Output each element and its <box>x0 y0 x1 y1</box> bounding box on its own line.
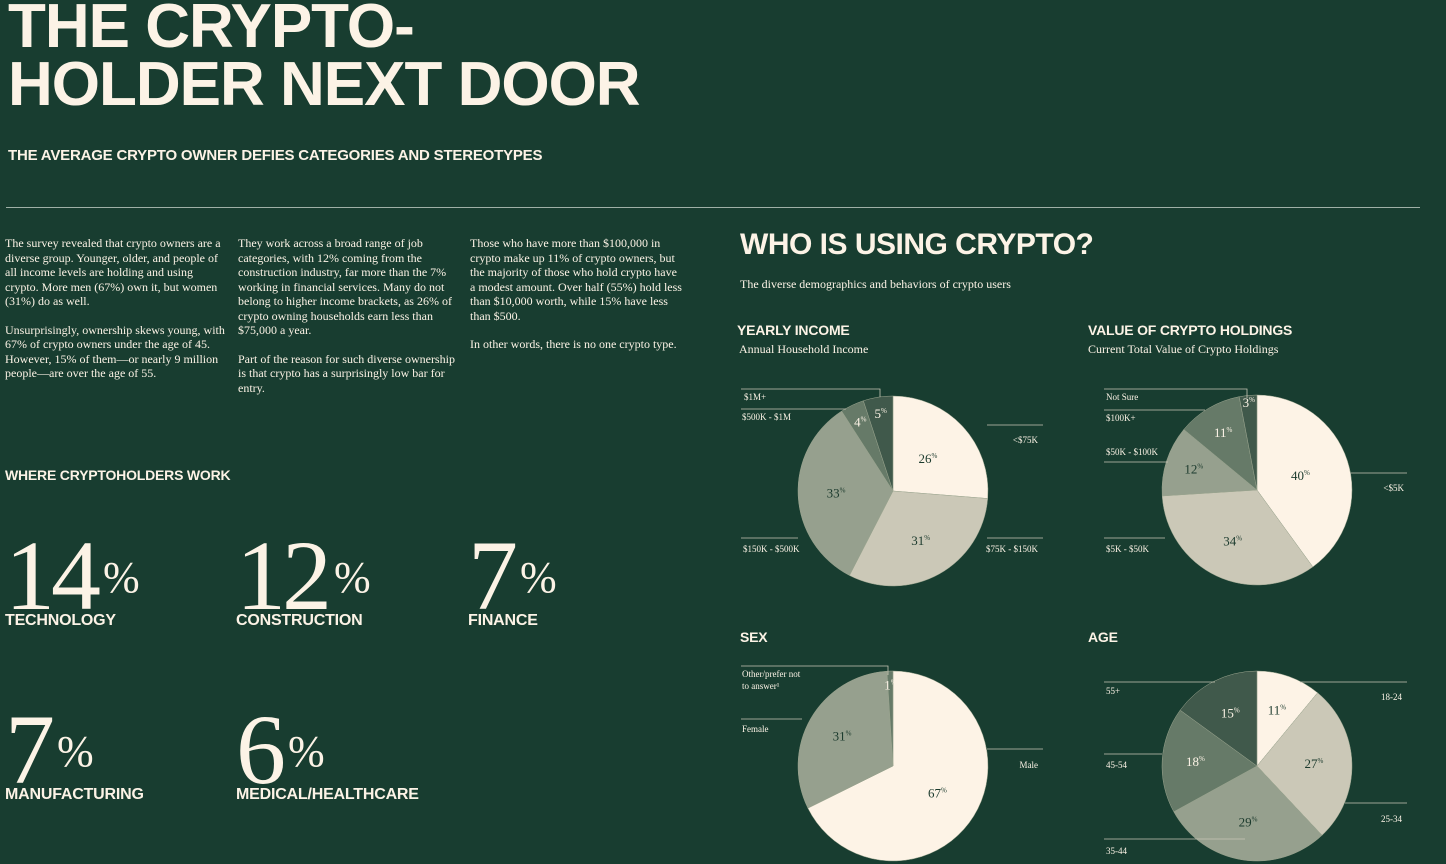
intro-column-1: The survey revealed that crypto owners a… <box>5 236 227 395</box>
category-label: $50K - $100K <box>1106 447 1158 457</box>
title-line-2: HOLDER NEXT DOOR <box>8 50 641 119</box>
leader-line <box>741 388 881 397</box>
category-label: Male <box>1020 760 1039 770</box>
intro-column-3: Those who have more than $100,000 in cry… <box>470 236 685 366</box>
stat-label: MEDICAL/HEALTHCARE <box>236 786 419 803</box>
pie-slice <box>1183 396 1258 491</box>
leader-line <box>741 665 889 675</box>
who-subtitle: The diverse demographics and behaviors o… <box>740 277 1011 291</box>
income-chart-subtitle: Annual Household Income <box>739 342 869 356</box>
pie-slice <box>892 395 989 499</box>
category-label: $150K - $500K <box>743 544 800 554</box>
pie-slice <box>797 410 894 576</box>
category-label: Not Sure <box>1106 392 1138 402</box>
paragraph: Unsurprisingly, ownership skews young, w… <box>5 322 225 381</box>
stat-value: 7% <box>468 520 557 631</box>
paragraph: Part of the reason for such diverse owne… <box>238 351 455 395</box>
pie-slice <box>1238 394 1258 491</box>
leader-line <box>1104 388 1248 398</box>
holdings-chart-title: VALUE OF CRYPTO HOLDINGS <box>1088 322 1293 338</box>
pie-slice <box>1173 765 1323 862</box>
stat-label: FINANCE <box>468 612 538 629</box>
intro-column-2: They work across a broad range of job ca… <box>238 236 460 409</box>
pie-slice <box>1256 670 1318 767</box>
stat-label: CONSTRUCTION <box>236 612 363 629</box>
category-label: $500K - $1M <box>742 412 791 422</box>
header-divider <box>6 207 1420 208</box>
pie-slice <box>807 670 989 862</box>
page-subtitle: THE AVERAGE CRYPTO OWNER DEFIES CATEGORI… <box>8 147 543 164</box>
title-line-1: THE CRYPTO- <box>8 0 415 61</box>
stat-construction: 12% CONSTRUCTION <box>236 526 371 630</box>
stat-technology: 14% TECHNOLOGY <box>5 526 140 630</box>
category-label: <$5K <box>1383 483 1404 493</box>
pie-slice <box>1161 429 1258 497</box>
pie-slice <box>886 670 894 767</box>
stat-manufacturing: 7% MANUFACTURING <box>5 700 144 804</box>
category-label: $75K - $150K <box>986 544 1038 554</box>
stat-medical: 6% MEDICAL/HEALTHCARE <box>236 700 419 804</box>
sex-chart-title: SEX <box>740 629 768 645</box>
category-label: $5K - $50K <box>1106 544 1149 554</box>
stat-value: 12% <box>236 520 371 631</box>
age-chart-title: AGE <box>1088 629 1118 645</box>
stat-label: MANUFACTURING <box>5 786 144 803</box>
category-label: <$75K <box>1013 435 1039 445</box>
pie-slice <box>1179 670 1258 767</box>
pie-slice <box>1161 709 1258 813</box>
page-title: THE CRYPTO- HOLDER NEXT DOOR <box>8 0 728 119</box>
category-label: $100K+ <box>1106 413 1136 423</box>
pie-slice <box>1256 394 1353 568</box>
category-label: $1M+ <box>744 392 766 402</box>
category-label: Female <box>742 724 769 734</box>
pie-slice <box>1161 489 1314 586</box>
category-label: 55+ <box>1106 686 1120 696</box>
stat-label: TECHNOLOGY <box>5 612 116 629</box>
stat-value: 7% <box>5 694 94 805</box>
holdings-chart-subtitle: Current Total Value of Crypto Holdings <box>1088 342 1279 356</box>
who-title: WHO IS USING CRYPTO? <box>740 228 1094 261</box>
category-label: 25-34 <box>1381 814 1402 824</box>
paragraph: In other words, there is no one crypto t… <box>470 337 677 351</box>
pie-slice <box>797 670 894 809</box>
stat-value: 6% <box>236 694 325 805</box>
income-chart-title: YEARLY INCOME <box>737 322 850 338</box>
category-label: 35-44 <box>1106 846 1127 856</box>
paragraph: Those who have more than $100,000 in cry… <box>470 236 682 323</box>
work-heading: WHERE CRYPTOHOLDERS WORK <box>5 467 231 483</box>
stat-finance: 7% FINANCE <box>468 526 557 630</box>
paragraph: The survey revealed that crypto owners a… <box>5 236 221 308</box>
paragraph: They work across a broad range of job ca… <box>238 236 452 337</box>
pie-slice <box>1256 692 1353 836</box>
stat-value: 14% <box>5 520 140 631</box>
category-label: Other/prefer not to answer¹ <box>742 669 801 691</box>
pie-slice <box>849 490 988 587</box>
pie-slice <box>863 395 894 492</box>
category-label: 18-24 <box>1381 692 1402 702</box>
category-label: 45-54 <box>1106 760 1127 770</box>
